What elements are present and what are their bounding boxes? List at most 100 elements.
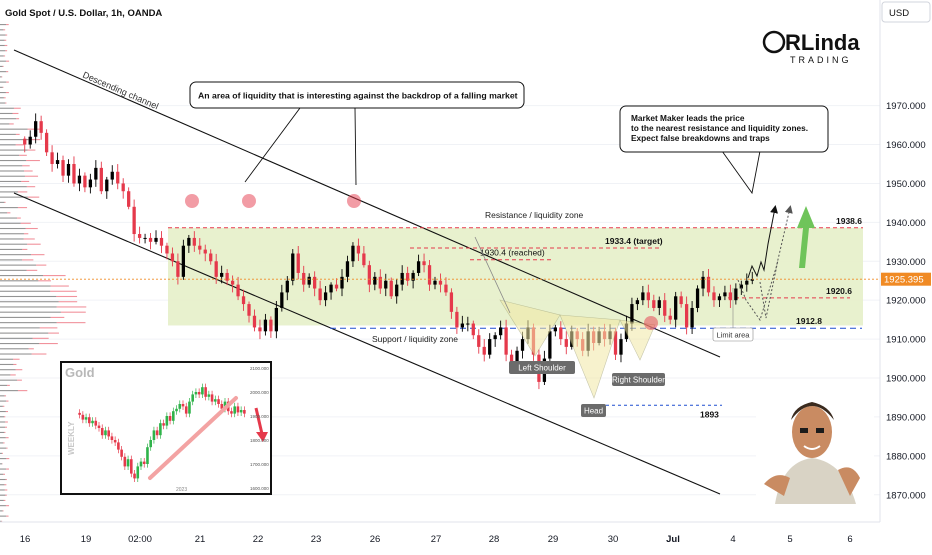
volume-bar (6, 516, 8, 517)
candle-body (89, 180, 92, 188)
x-tick-label: 28 (489, 534, 500, 545)
volume-bar (0, 61, 6, 62)
volume-bar (1, 76, 2, 77)
x-tick-label: 26 (370, 534, 381, 545)
volume-bar (5, 102, 6, 103)
currency-button[interactable]: USD (882, 2, 930, 22)
volume-bar (0, 369, 16, 370)
inset-candle-body (185, 406, 188, 413)
x-tick-label: 6 (847, 534, 852, 545)
pattern-label-head: Head (584, 407, 603, 416)
volume-bar (0, 291, 50, 292)
candle-body (619, 339, 622, 355)
candle-body (291, 253, 294, 280)
candle-body (165, 246, 168, 254)
inset-candle-body (153, 430, 156, 440)
volume-bar (0, 280, 38, 281)
candle-body (329, 285, 332, 293)
candle-body (231, 281, 234, 285)
mm-callout-line3: Expect false breakdowns and traps (631, 133, 770, 143)
inset-candle-body (233, 406, 236, 413)
volume-bar (16, 118, 19, 119)
inset-candle-body (127, 459, 130, 466)
volume-bar (0, 296, 56, 297)
volume-bar (0, 474, 3, 475)
candle-body (428, 265, 431, 284)
candle-body (187, 238, 190, 246)
volume-bar (57, 322, 86, 323)
volume-bar (0, 97, 4, 98)
volume-bar (0, 432, 4, 433)
volume-bar (6, 61, 9, 62)
volume-bar (0, 40, 4, 41)
inset-candle-body (240, 410, 243, 412)
x-tick-label: Jul (666, 534, 680, 545)
candle-body (242, 296, 245, 304)
volume-bar (0, 265, 36, 266)
candle-body (521, 339, 524, 351)
candle-body (138, 234, 141, 238)
candle-body (690, 308, 693, 327)
volume-bar (59, 301, 77, 302)
candle-body (455, 312, 458, 328)
volume-bar (31, 254, 44, 255)
inset-candle-body (166, 416, 169, 426)
candle-body (50, 152, 53, 164)
volume-bar (0, 212, 7, 213)
candle-body (78, 176, 81, 184)
candle-body (182, 246, 185, 277)
volume-bar (0, 275, 43, 276)
candle-body (67, 164, 70, 176)
volume-bar (4, 55, 5, 56)
volume-bar (0, 469, 6, 470)
inset-candle-body (91, 421, 94, 423)
volume-bar (28, 197, 39, 198)
volume-bar (6, 71, 8, 72)
y-tick-label: 1890.000 (886, 412, 926, 423)
volume-bar (0, 353, 32, 354)
volume-bar (6, 34, 8, 35)
volume-bar (6, 448, 7, 449)
volume-bar (0, 338, 33, 339)
x-tick-label: 19 (81, 534, 92, 545)
volume-bar (6, 469, 9, 470)
volume-bar (51, 317, 65, 318)
volume-bar (4, 97, 6, 98)
inset-candle-body (136, 466, 139, 478)
volume-bar (16, 144, 24, 145)
volume-bar (0, 191, 18, 192)
candle-body (466, 324, 469, 325)
inset-candle-body (191, 394, 194, 401)
inset-candle-body (140, 462, 143, 467)
inset-candle-body (159, 423, 162, 435)
volume-bar (2, 453, 3, 454)
volume-bar (0, 495, 5, 496)
volume-bar (0, 489, 5, 490)
candle-body (647, 292, 650, 300)
candle-body (674, 296, 677, 319)
inset-candle-body (107, 430, 110, 436)
volume-bar (24, 238, 35, 239)
inset-candle-body (82, 415, 85, 420)
y-tick-label: 1960.000 (886, 140, 926, 151)
volume-bar (16, 134, 20, 135)
candle-body (127, 191, 130, 207)
volume-bar (0, 406, 3, 407)
inset-candle-body (172, 411, 175, 421)
candle-body (100, 168, 103, 191)
volume-bar (61, 312, 86, 313)
candle-body (83, 176, 86, 188)
inset-candle-body (195, 392, 198, 394)
candle-body (472, 324, 475, 336)
volume-bar (0, 144, 16, 145)
candle-body (286, 281, 289, 293)
volume-bar (6, 401, 8, 402)
volume-bar (0, 202, 4, 203)
support-zone-label: Support / liquidity zone (372, 334, 458, 344)
candle-body (483, 347, 486, 355)
y-tick-label: 1900.000 (886, 374, 926, 385)
y-tick-label: 1870.000 (886, 490, 926, 501)
current-price-tag: 1925.395 (881, 273, 931, 286)
